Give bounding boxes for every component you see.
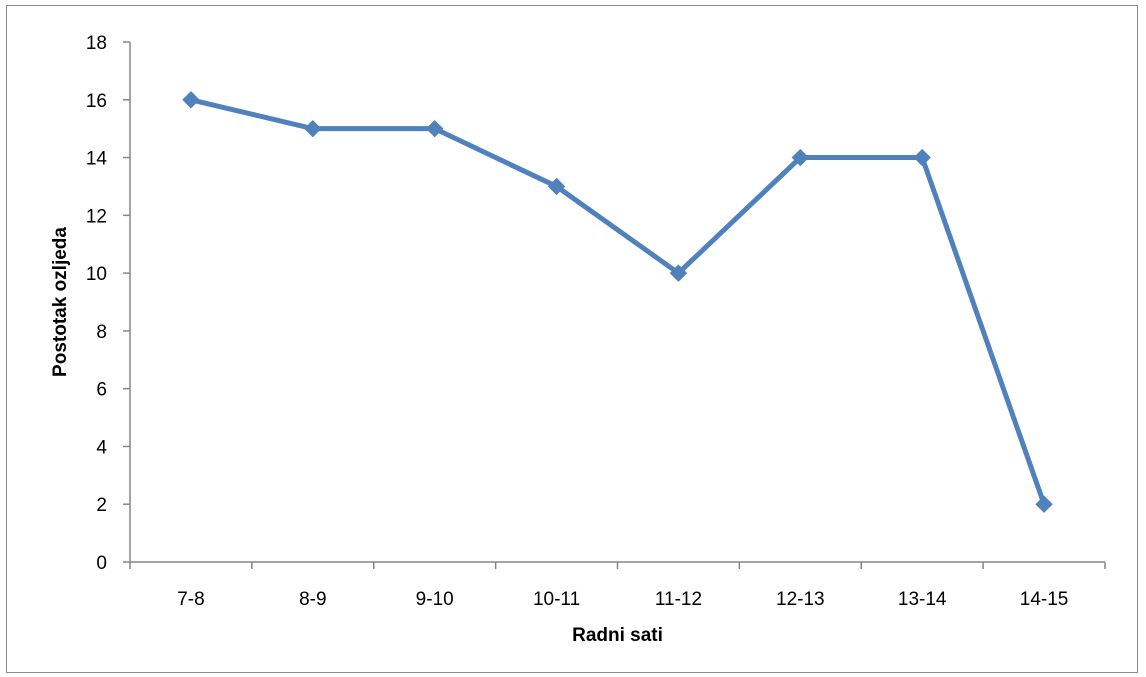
y-tick-label: 12 [86, 206, 107, 227]
data-point-marker [182, 91, 200, 109]
y-tick-label: 18 [86, 33, 107, 54]
data-point-marker [425, 119, 444, 138]
data-point-marker [669, 264, 688, 282]
data-point-marker [547, 177, 566, 196]
x-tick-label: 14-15 [1020, 589, 1069, 610]
x-tick-label: 9-10 [416, 589, 454, 610]
y-tick-label: 4 [96, 437, 107, 458]
y-tick-label: 8 [96, 322, 107, 343]
series-line [190, 97, 1047, 506]
y-axis-title: Postotak ozljeda [50, 227, 71, 377]
x-ticks: 7-8 8-9 9-10 10-11 11-12 12-13 13-14 14-15 [129, 562, 1106, 610]
y-tick-label: 14 [86, 149, 108, 170]
x-tick-label: 12-13 [776, 589, 825, 610]
x-axis-title: Radni sati [572, 625, 663, 646]
x-tick-label: 8-9 [299, 589, 326, 610]
y-tick-label: 10 [86, 264, 107, 285]
y-tick-label: 6 [96, 380, 107, 401]
y-tick-label: 2 [96, 495, 107, 516]
y-tick-label: 0 [96, 553, 107, 574]
data-point-marker [1035, 495, 1053, 513]
x-tick-label: 10-11 [533, 589, 580, 610]
data-point-marker [791, 148, 810, 167]
y-ticks: 0 2 4 6 8 10 12 14 16 18 [86, 33, 130, 574]
data-point-marker [304, 119, 322, 138]
x-tick-label: 11-12 [655, 589, 702, 610]
series-layer [182, 91, 1053, 513]
y-tick-label: 16 [86, 91, 107, 112]
data-point-marker [913, 148, 931, 167]
x-tick-label: 7-8 [177, 589, 204, 610]
x-tick-label: 13-14 [898, 589, 947, 610]
